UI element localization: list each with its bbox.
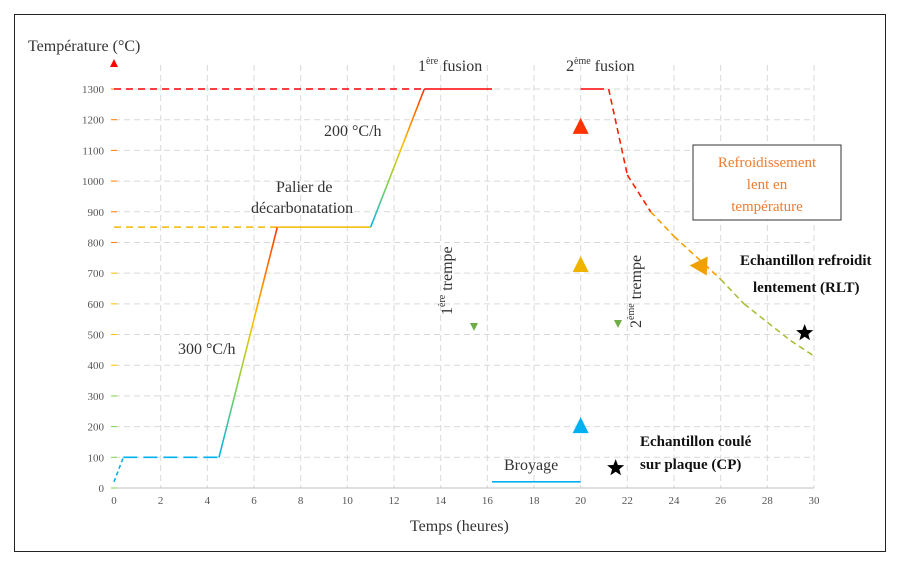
trempe1-label: 1ère trempe	[437, 246, 456, 315]
cp-label-line1: Echantillon coulé	[640, 434, 752, 450]
y-tick-label: 200	[88, 422, 105, 434]
refroidissement-line3: température	[731, 199, 803, 215]
x-tick-label: 10	[342, 495, 354, 507]
cooling-curve-segment	[720, 278, 745, 305]
cooling-curve-segment	[650, 211, 675, 237]
y-tick-label: 500	[88, 330, 105, 342]
refroidissement-box	[692, 144, 842, 221]
profile-start	[113, 457, 125, 483]
cooling-curve-segment	[673, 235, 698, 259]
trempe2-sup: ème	[626, 303, 637, 320]
y-tick-label: 600	[88, 299, 105, 311]
x-tick-label: 2	[158, 495, 164, 507]
y-tick-label: 100	[88, 452, 105, 464]
cooling-curve-segment	[766, 321, 792, 342]
series	[113, 88, 815, 483]
rlt-label-line1: Echantillon refroidit	[740, 253, 872, 269]
x-tick-label: 22	[622, 495, 633, 507]
refroidissement-line1: Refroidissement	[718, 155, 817, 171]
trempe1-word: trempe	[439, 246, 456, 294]
y-tick-label: 0	[99, 483, 105, 495]
x-tick-label: 12	[389, 495, 400, 507]
y-tick-label: 900	[88, 207, 105, 219]
x-tick-label: 26	[715, 495, 727, 507]
x-tick-label: 16	[482, 495, 494, 507]
star-marker	[607, 459, 625, 476]
chart-frame	[14, 14, 886, 552]
x-tick-label: 6	[251, 495, 257, 507]
x-tick-label: 4	[205, 495, 211, 507]
trempe1-arrowhead	[470, 323, 478, 331]
markers	[607, 324, 814, 476]
cooling-curve-segment	[743, 303, 768, 323]
fusion1-sup: ère	[426, 56, 439, 67]
trempe1-num: 1	[439, 307, 456, 315]
rate-200-label: 200 °C/h	[324, 123, 382, 140]
trempe2-word: trempe	[628, 255, 645, 303]
palier-label-line1: Palier de	[276, 179, 332, 196]
fusion2-sup: ème	[574, 56, 591, 67]
fusion1-word: fusion	[438, 58, 482, 75]
x-tick-label: 30	[809, 495, 821, 507]
x-tick-label: 14	[435, 495, 447, 507]
y-tick-label: 300	[88, 391, 105, 403]
y-tick-labels: 0 100 200 300 400 500 600 700 800 900 1000 1100 1200…	[82, 84, 117, 495]
x-tick-label: 18	[529, 495, 541, 507]
fusion1-label: 1ère fusion	[418, 56, 482, 75]
trempe2-label: 2ème trempe	[626, 255, 645, 328]
y-tick-label: 1300	[82, 84, 105, 96]
y-tick-label: 700	[88, 268, 105, 280]
y-tick-label: 1100	[82, 145, 104, 157]
cooling-curve-segment	[626, 174, 652, 213]
star-marker	[796, 324, 814, 341]
x-tick-label: 8	[298, 495, 304, 507]
fusion2-label: 2ème fusion	[566, 56, 635, 75]
direction-triangle	[572, 117, 589, 134]
x-axis-label: Temps (heures)	[410, 518, 509, 535]
refroidissement-line2: lent en	[747, 177, 788, 193]
fusion2-word: fusion	[591, 58, 635, 75]
x-tick-label: 28	[762, 495, 774, 507]
x-tick-label: 0	[111, 495, 117, 507]
x-tick-label: 24	[669, 495, 681, 507]
fusion1-num: 1	[418, 58, 426, 75]
grid	[110, 59, 815, 489]
cooling-direction-triangle	[689, 256, 708, 276]
x-tick-label: 20	[575, 495, 587, 507]
broyage-label: Broyage	[504, 457, 558, 474]
cooling-curve-segment	[790, 340, 815, 357]
y-axis-label: Température (°C)	[28, 38, 140, 55]
cooling-curve-segment	[607, 88, 629, 176]
x-tick-labels: 0 2 4 6 8 10 12 14 16 18 20 22 24 26 28 30	[111, 495, 820, 507]
fusion2-num: 2	[566, 58, 574, 75]
rate-300-label: 300 °C/h	[178, 341, 236, 358]
trempe2-num: 2	[628, 320, 645, 328]
y-axis-arrowhead	[110, 59, 118, 67]
palier-label-line2: décarbonatation	[251, 200, 353, 217]
y-tick-label: 400	[88, 360, 105, 372]
rlt-label-line2: lentement (RLT)	[753, 280, 860, 296]
y-tick-label: 1000	[82, 176, 105, 188]
y-tick-label: 800	[88, 237, 105, 249]
y-tick-label: 1200	[82, 115, 105, 127]
trempe1-sup: ère	[437, 294, 448, 307]
trempe2-arrowhead	[614, 320, 622, 328]
direction-triangle	[572, 255, 589, 272]
cp-label-line2: sur plaque (CP)	[640, 457, 741, 473]
profile-ramp-300	[218, 226, 279, 458]
direction-triangle	[572, 417, 589, 434]
profile-ramp-200	[369, 88, 426, 228]
